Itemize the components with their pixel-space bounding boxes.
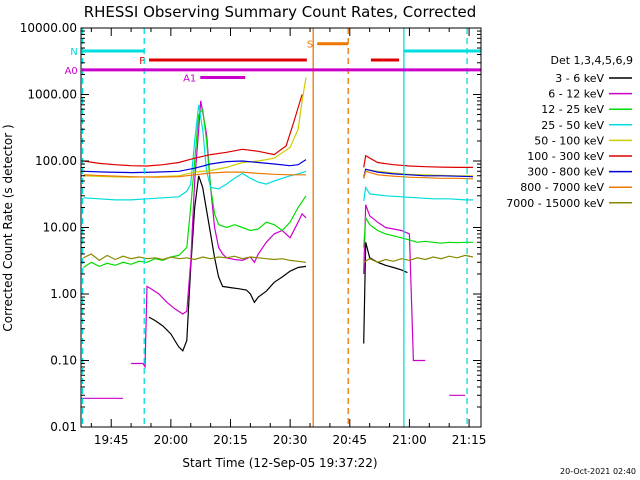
y-tick-label-5: 0.10 — [50, 354, 77, 368]
legend-label-7: 800 - 7000 keV — [520, 181, 604, 194]
legend-label-3: 25 - 50 keV — [541, 119, 604, 132]
legend-label-2: 12 - 25 keV — [541, 103, 604, 116]
series-line-3-seg-1 — [363, 185, 473, 202]
series-line-5-seg-0 — [83, 94, 303, 167]
series-line-7-seg-1 — [363, 170, 474, 180]
flag-label-S: S — [307, 40, 313, 51]
legend-label-0: 3 - 6 keV — [555, 72, 604, 85]
x-tick-label-2: 20:15 — [213, 433, 248, 447]
timestamp: 20-Oct-2021 02:40 — [560, 467, 636, 476]
series-line-2-seg-0 — [83, 107, 307, 269]
y-tick-label-0: 10000.00 — [20, 21, 77, 35]
chart-title: RHESSI Observing Summary Count Rates, Co… — [84, 3, 477, 21]
flag-label-A1: A1 — [183, 74, 196, 85]
x-tick-label-4: 20:45 — [332, 433, 367, 447]
x-axis-label: Start Time (12-Sep-05 19:37:22) — [182, 456, 377, 470]
series-line-2-seg-1 — [363, 215, 473, 248]
series-line-0-seg-0 — [148, 175, 307, 352]
legend-label-8: 7000 - 15000 keV — [506, 197, 604, 210]
plot-frame — [80, 27, 482, 428]
series-line-8-seg-1 — [363, 254, 474, 263]
y-tick-label-4: 1.00 — [50, 287, 77, 301]
series-line-8-seg-0 — [83, 253, 307, 263]
x-tick-label-0: 19:45 — [94, 433, 129, 447]
y-axis-label: Corrected Count Rate (s detector ) — [1, 124, 15, 331]
annotation-layer: N S F A0 A1 — [65, 28, 481, 427]
legend-label-4: 50 - 100 keV — [534, 134, 604, 147]
series-line-7-seg-0 — [83, 171, 306, 178]
flag-label-N: N — [70, 47, 77, 58]
x-tick-label-1: 20:00 — [154, 433, 189, 447]
x-tick-label-6: 21:15 — [452, 433, 487, 447]
y-tick-label-1: 1000.00 — [27, 88, 77, 102]
y-tick-label-6: 0.01 — [50, 420, 77, 434]
series-line-5-seg-1 — [363, 154, 473, 168]
series-line-6-seg-0 — [83, 159, 307, 174]
y-tick-label-2: 100.00 — [35, 154, 77, 168]
series-line-6-seg-1 — [363, 168, 474, 179]
series-line-0-seg-1 — [363, 242, 408, 344]
legend-label-1: 6 - 12 keV — [548, 88, 604, 101]
x-tick-label-5: 21:00 — [392, 433, 427, 447]
series-line-1-seg-1 — [131, 100, 307, 370]
legend-label-5: 100 - 300 keV — [527, 150, 604, 163]
y-tick-label-3: 10.00 — [43, 221, 77, 235]
flag-label-A0: A0 — [65, 66, 78, 77]
legend-label-6: 300 - 800 keV — [527, 166, 604, 179]
legend: Det 1,3,4,5,6,9 3 - 6 keV 6 - 12 keV 12 - … — [506, 54, 633, 210]
legend-title: Det 1,3,4,5,6,9 — [550, 54, 633, 67]
series-layer — [81, 77, 474, 399]
series-line-3-seg-0 — [83, 104, 307, 201]
x-axis: 19:45 20:00 20:15 20:30 20:45 21:00 21:15 — [90, 28, 487, 447]
flag-label-F: F — [139, 56, 145, 67]
x-tick-label-3: 20:30 — [273, 433, 308, 447]
series-line-1-seg-2 — [363, 204, 426, 362]
y-axis: 10000.00 1000.00 100.00 10.00 1.00 0.10 0.01 — [20, 21, 481, 434]
